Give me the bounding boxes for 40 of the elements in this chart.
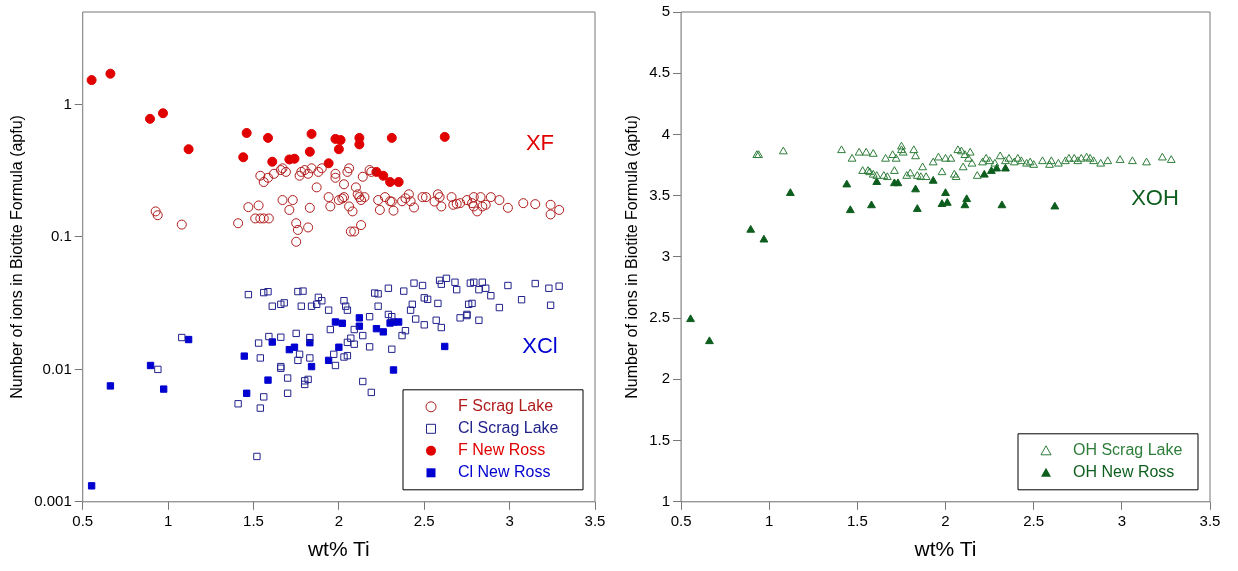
y-axis-title: Number of ions in Biotite Formula (apfu) bbox=[8, 115, 26, 399]
x-axis-title: wt% Ti bbox=[913, 537, 977, 561]
x-tick-label: 3.5 bbox=[1199, 511, 1221, 529]
x-tick-label: 1.5 bbox=[846, 511, 868, 529]
annotation: XOH bbox=[1131, 185, 1179, 211]
x-tick-label: 1.5 bbox=[243, 511, 264, 529]
x-tick-label: 2.5 bbox=[413, 511, 435, 529]
y-tick-label: 0.01 bbox=[42, 359, 72, 377]
annotation: XCl bbox=[522, 333, 558, 359]
legend-label: F New Ross bbox=[458, 441, 546, 459]
y-tick-label: 5 bbox=[661, 2, 671, 20]
y-tick-label: 4 bbox=[661, 124, 671, 142]
y-tick-label: 0.1 bbox=[50, 227, 72, 245]
x-tick-label: 0.5 bbox=[72, 511, 94, 529]
x-tick-label: 1 bbox=[765, 511, 774, 529]
y-tick-label: 0.001 bbox=[34, 491, 72, 509]
y-tick-label: 1 bbox=[661, 491, 671, 509]
y-tick-label: 3.5 bbox=[649, 185, 671, 203]
x-tick-label: 3 bbox=[505, 511, 514, 529]
x-tick-label: 2.5 bbox=[1023, 511, 1045, 529]
y-tick-label: 1.5 bbox=[649, 430, 671, 448]
x-tick-label: 1 bbox=[163, 511, 173, 529]
y-tick-label: 1 bbox=[63, 94, 72, 112]
y-tick-label: 3 bbox=[661, 247, 671, 265]
legend-label: OH New Ross bbox=[1073, 463, 1175, 481]
y-tick-label: 2 bbox=[661, 369, 671, 387]
x-axis-title: wt% Ti bbox=[306, 537, 370, 561]
y-tick-label: 4.5 bbox=[649, 63, 671, 81]
legend-label: Cl Scrag Lake bbox=[458, 419, 559, 437]
legend-label: Cl New Ross bbox=[458, 463, 551, 481]
y-tick-label: 2.5 bbox=[649, 308, 671, 326]
y-axis-title: Number of ions in Biotite Formula (apfu) bbox=[623, 115, 641, 399]
legend-label: F Scrag Lake bbox=[458, 397, 554, 415]
x-tick-label: 2 bbox=[334, 511, 344, 529]
annotation: XF bbox=[525, 130, 555, 156]
x-tick-label: 2 bbox=[941, 511, 950, 529]
x-tick-label: 0.5 bbox=[670, 511, 692, 529]
x-tick-label: 3 bbox=[1117, 511, 1127, 529]
legend-label: OH Scrag Lake bbox=[1073, 441, 1183, 459]
x-tick-label: 3.5 bbox=[584, 511, 606, 529]
